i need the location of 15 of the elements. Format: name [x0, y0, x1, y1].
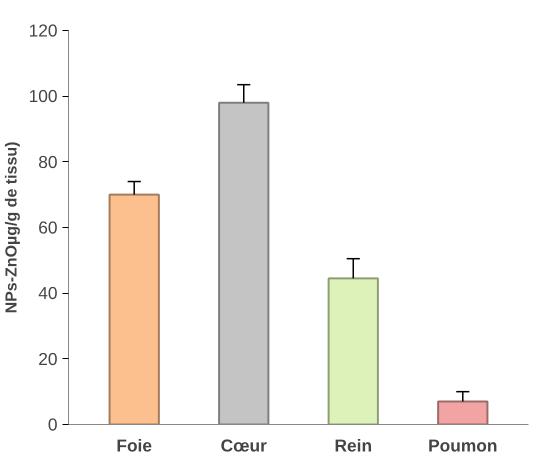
y-tick-label: 20 [38, 348, 58, 369]
y-tick-label: 60 [38, 218, 58, 238]
bar [437, 400, 488, 424]
y-axis-title: NPs-ZnOµg/g de tissu) [4, 142, 21, 314]
x-tick-label: Poumon [428, 436, 498, 456]
y-tick-label: 120 [28, 20, 58, 40]
y-tick-label: 100 [28, 86, 58, 106]
bar [108, 194, 160, 424]
x-tick-label: Foie [116, 436, 152, 456]
y-tick-label: 40 [38, 283, 58, 304]
bar [328, 277, 379, 424]
y-tick-label: 80 [38, 152, 58, 172]
x-tick-label: Rein [334, 436, 372, 456]
y-tick-label: 0 [48, 414, 58, 434]
x-tick-label: Cœur [220, 436, 268, 456]
